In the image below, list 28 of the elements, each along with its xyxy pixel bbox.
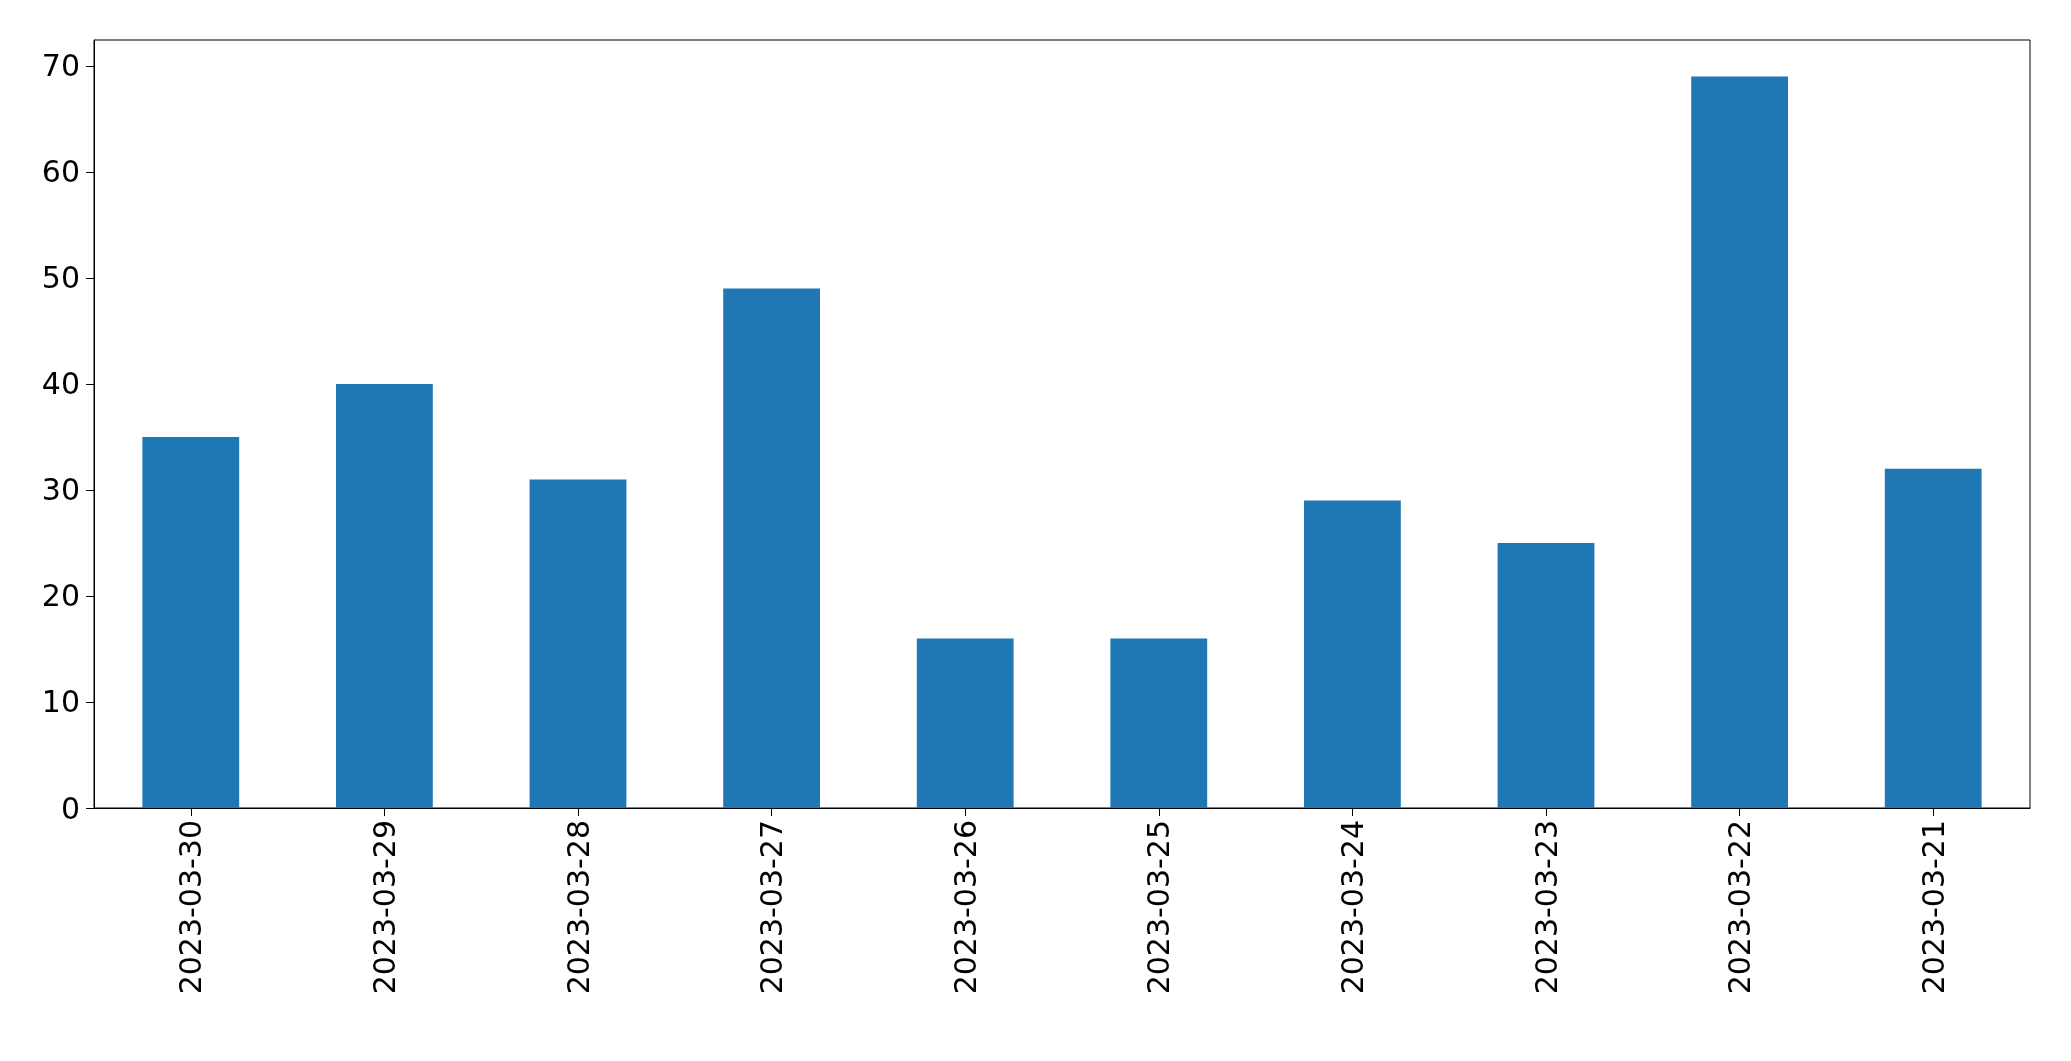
bar bbox=[723, 288, 820, 808]
x-tick-label: 2023-03-24 bbox=[1334, 820, 1370, 995]
bar bbox=[142, 436, 240, 808]
bar bbox=[336, 383, 433, 808]
x-tick-label: 2023-03-22 bbox=[1722, 820, 1758, 995]
y-tick-label: 70 bbox=[41, 48, 80, 84]
y-tick-label: 40 bbox=[41, 366, 80, 402]
x-tick-label: 2023-03-25 bbox=[1141, 820, 1177, 995]
x-tick-label: 2023-03-29 bbox=[366, 820, 402, 995]
y-tick-label: 10 bbox=[41, 684, 80, 720]
x-tick-label: 2023-03-26 bbox=[947, 820, 983, 995]
y-tick-label: 0 bbox=[60, 790, 80, 826]
x-tick-label: 2023-03-30 bbox=[173, 820, 209, 995]
y-tick-label: 50 bbox=[41, 260, 80, 296]
bar bbox=[916, 638, 1014, 808]
x-tick-label: 2023-03-28 bbox=[560, 820, 596, 995]
x-tick-label: 2023-03-21 bbox=[1915, 820, 1951, 995]
bar bbox=[1304, 500, 1401, 808]
bar bbox=[1110, 638, 1208, 808]
y-tick-label: 60 bbox=[41, 154, 80, 190]
bar bbox=[529, 479, 627, 808]
y-tick-label: 30 bbox=[41, 472, 80, 508]
bar bbox=[1691, 76, 1788, 808]
x-tick-label: 2023-03-23 bbox=[1528, 820, 1564, 995]
y-tick-label: 20 bbox=[41, 578, 80, 614]
bar bbox=[1884, 468, 1982, 808]
bar bbox=[1497, 542, 1595, 808]
x-tick-label: 2023-03-27 bbox=[754, 820, 790, 995]
